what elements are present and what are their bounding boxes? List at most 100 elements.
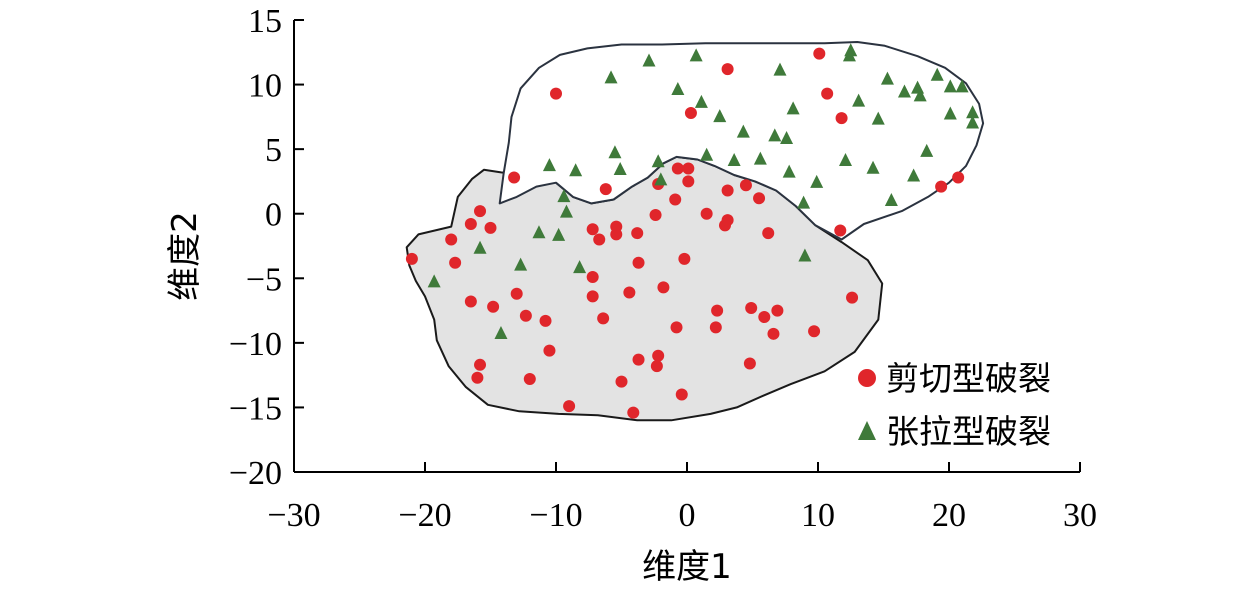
data-points bbox=[405, 43, 980, 419]
shear-point bbox=[474, 205, 487, 218]
tensile-point bbox=[797, 195, 811, 209]
shear-point bbox=[711, 304, 724, 317]
x-tick-label: 10 bbox=[801, 497, 835, 534]
tensile-point bbox=[689, 48, 703, 62]
tensile-point bbox=[943, 79, 957, 93]
shear-point bbox=[767, 327, 780, 340]
shear-point bbox=[669, 193, 682, 206]
tensile-point bbox=[930, 67, 944, 81]
y-tick-label: 10 bbox=[248, 68, 282, 105]
shear-point bbox=[405, 252, 418, 265]
shear-point bbox=[657, 281, 670, 294]
shear-point bbox=[464, 218, 477, 231]
shear-point bbox=[762, 227, 775, 240]
shear-point bbox=[484, 221, 497, 234]
shear-point bbox=[632, 256, 645, 269]
shear-point bbox=[709, 321, 722, 334]
shear-point bbox=[543, 344, 556, 357]
shear-point bbox=[808, 325, 821, 338]
tensile-point bbox=[897, 84, 911, 98]
shear-point bbox=[508, 171, 521, 184]
shear-point bbox=[610, 228, 623, 241]
tensile-point bbox=[473, 240, 487, 254]
shear-point bbox=[846, 291, 859, 304]
x-tick-label: −10 bbox=[529, 497, 582, 534]
tensile-point bbox=[866, 160, 880, 174]
y-tick-label: 5 bbox=[265, 132, 282, 169]
legend-item-tensile: 张拉型破裂 bbox=[858, 412, 1051, 451]
tensile-point bbox=[573, 260, 587, 274]
x-tick-label: −20 bbox=[398, 497, 451, 534]
shear-point bbox=[935, 180, 948, 193]
tensile-point bbox=[880, 71, 894, 85]
shear-point bbox=[586, 270, 599, 283]
shear-point bbox=[835, 112, 848, 125]
shear-point bbox=[586, 290, 599, 303]
tensile-point bbox=[780, 131, 794, 145]
shear-point bbox=[627, 406, 640, 419]
tensile-point bbox=[654, 172, 668, 186]
shear-point bbox=[721, 214, 734, 227]
tensile-point bbox=[839, 152, 853, 166]
x-tick-label: 0 bbox=[679, 497, 696, 534]
tensile-point bbox=[773, 62, 787, 76]
tensile-point bbox=[494, 326, 508, 340]
shear-point bbox=[821, 87, 834, 100]
y-tick-label: 15 bbox=[248, 3, 282, 40]
legend-label-tensile: 张拉型破裂 bbox=[886, 412, 1051, 451]
tensile-point bbox=[694, 94, 708, 108]
shear-point bbox=[739, 179, 752, 192]
tensile-point bbox=[713, 109, 727, 123]
tensile-point bbox=[642, 53, 656, 67]
shear-point bbox=[632, 353, 645, 366]
shear-point bbox=[678, 252, 691, 265]
x-tick-label: 30 bbox=[1063, 497, 1097, 534]
shear-point bbox=[539, 314, 552, 327]
shear-point bbox=[721, 63, 734, 76]
tensile-point bbox=[844, 43, 858, 57]
tensile-point bbox=[907, 168, 921, 182]
y-tick-label: −15 bbox=[229, 390, 282, 427]
shear-point bbox=[682, 162, 695, 175]
shear-point bbox=[682, 175, 695, 188]
tensile-point bbox=[559, 204, 573, 218]
tensile-point bbox=[768, 128, 782, 142]
shear-point bbox=[523, 373, 536, 386]
y-tick-label: −5 bbox=[246, 261, 282, 298]
shear-point bbox=[445, 233, 458, 246]
shear-point bbox=[771, 304, 784, 317]
tensile-point bbox=[753, 151, 767, 165]
y-tick-label: −10 bbox=[229, 326, 282, 363]
shear-point bbox=[623, 286, 636, 299]
tensile-point bbox=[557, 189, 571, 203]
shear-point bbox=[650, 360, 663, 373]
tensile-point bbox=[651, 154, 665, 168]
y-tick-label: 0 bbox=[265, 197, 282, 234]
shear-point bbox=[474, 358, 487, 371]
legend-triangle-marker bbox=[858, 421, 876, 440]
shear-point bbox=[471, 371, 484, 384]
tensile-point bbox=[798, 248, 812, 262]
y-axis-title: 维度2 bbox=[165, 211, 205, 301]
tensile-point bbox=[884, 193, 898, 207]
x-tick-label: −30 bbox=[267, 497, 320, 534]
shear-point bbox=[550, 87, 562, 100]
tensile-point bbox=[913, 88, 927, 102]
tensile-point bbox=[608, 145, 622, 159]
legend-label-shear: 剪切型破裂 bbox=[886, 359, 1051, 398]
tensile-point bbox=[514, 257, 528, 271]
shear-point bbox=[758, 311, 771, 324]
legend-circle-marker bbox=[858, 369, 876, 387]
tensile-point bbox=[700, 147, 714, 161]
tensile-point bbox=[532, 225, 546, 239]
shear-point bbox=[753, 192, 766, 205]
tensile-point bbox=[786, 101, 800, 115]
shear-point bbox=[721, 184, 734, 197]
tensile-point bbox=[727, 152, 741, 166]
tensile-point bbox=[871, 111, 885, 125]
tensile-point bbox=[736, 124, 750, 138]
shear-point bbox=[615, 375, 628, 388]
shear-point bbox=[700, 207, 713, 220]
shear-point bbox=[813, 47, 826, 60]
